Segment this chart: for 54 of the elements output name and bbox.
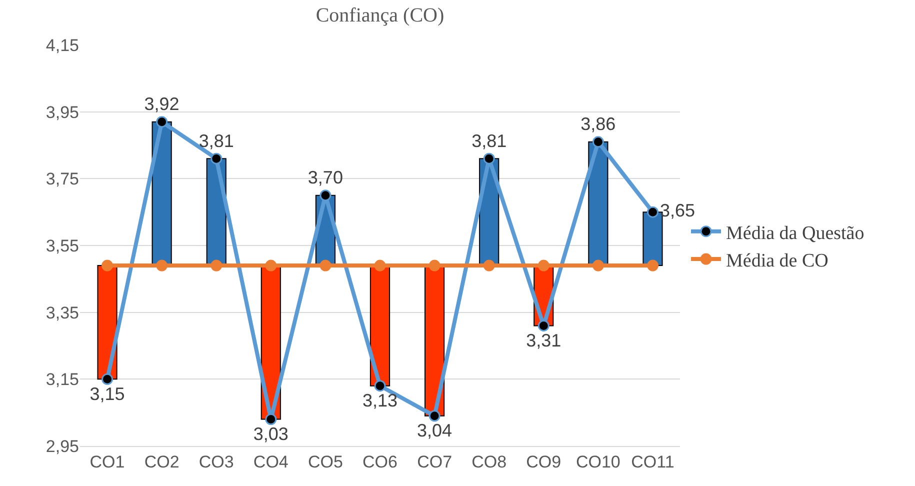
point — [320, 260, 332, 272]
x-tick-label: CO10 — [576, 452, 620, 472]
data-label: 3,15 — [90, 384, 125, 404]
point — [265, 260, 277, 272]
y-tick-label: 3,15 — [46, 370, 79, 390]
point — [102, 373, 114, 385]
point — [646, 260, 658, 272]
y-tick-label: 3,75 — [46, 170, 79, 189]
point — [538, 260, 550, 272]
x-tick-label: CO2 — [144, 452, 180, 472]
data-label: 3,04 — [417, 420, 452, 441]
x-tick-label: CO5 — [308, 452, 343, 472]
y-tick-label: 3,35 — [46, 303, 79, 322]
x-tick-label: CO7 — [417, 452, 452, 472]
point — [156, 260, 168, 272]
data-label: 3,70 — [308, 168, 343, 188]
data-label: 3,92 — [144, 94, 180, 114]
legend-label: Média da Questão — [726, 222, 864, 244]
point — [538, 320, 550, 332]
x-tick-label: CO11 — [631, 452, 674, 472]
data-label: 3,65 — [660, 200, 696, 221]
y-tick-label: 3,55 — [46, 236, 79, 256]
data-label: 3,13 — [362, 390, 398, 411]
point — [374, 380, 386, 392]
x-tick-label: CO6 — [362, 452, 398, 472]
data-label: 3,81 — [472, 130, 507, 151]
x-tick-label: CO3 — [198, 452, 234, 472]
point — [102, 260, 114, 272]
point — [592, 260, 604, 272]
point — [428, 260, 440, 272]
point — [646, 206, 658, 218]
x-tick-label: CO9 — [526, 452, 562, 472]
point — [210, 260, 222, 272]
legend-label: Média de CO — [726, 250, 828, 272]
point — [320, 190, 332, 202]
y-tick-label: 3,95 — [46, 102, 79, 122]
point — [428, 410, 440, 422]
point — [210, 152, 222, 164]
data-label: 3,86 — [580, 114, 616, 134]
point — [265, 414, 277, 426]
point — [156, 116, 168, 128]
x-tick-label: CO4 — [253, 452, 288, 472]
chart-title: Confiança (CO) — [316, 4, 444, 26]
x-tick-label: CO1 — [90, 452, 125, 472]
y-tick-label: 2,95 — [46, 436, 79, 456]
point — [483, 260, 495, 272]
point — [592, 136, 604, 148]
data-label: 3,81 — [198, 130, 234, 151]
point — [374, 260, 386, 272]
data-label: 3,31 — [526, 330, 562, 350]
point — [483, 152, 495, 164]
y-tick-label: 4,15 — [46, 36, 79, 55]
data-label: 3,03 — [253, 424, 288, 444]
x-tick-label: CO8 — [472, 452, 507, 472]
